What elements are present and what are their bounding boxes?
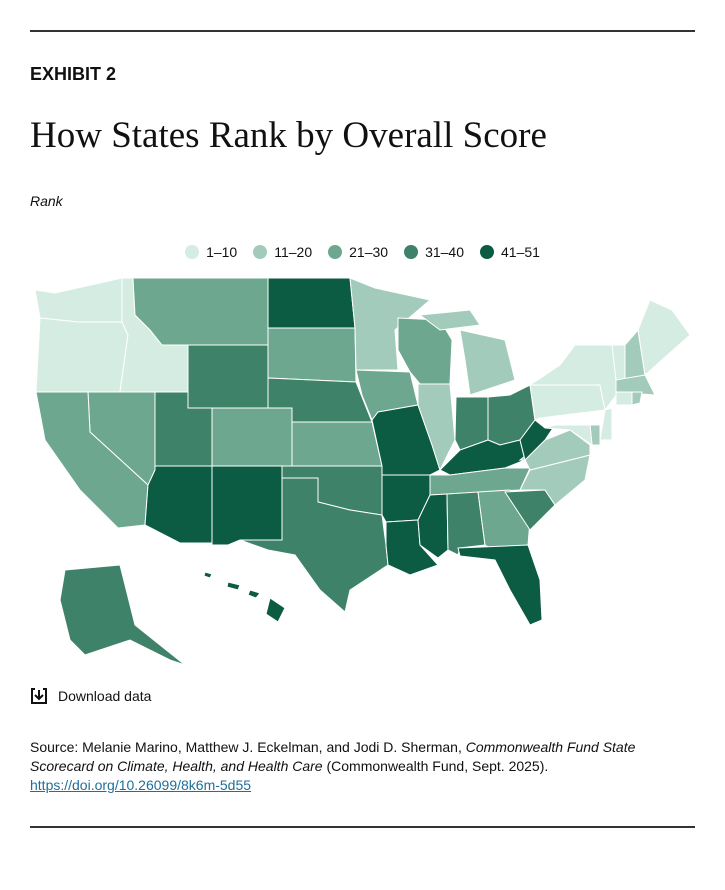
legend-item: 1–10	[185, 244, 237, 260]
state	[518, 429, 591, 471]
state	[247, 589, 261, 599]
state	[211, 465, 283, 546]
download-icon	[31, 688, 47, 704]
legend-item: 21–30	[328, 244, 388, 260]
state	[615, 374, 656, 396]
legend-swatch	[185, 245, 200, 259]
state	[529, 384, 606, 421]
state	[637, 299, 691, 376]
subtitle: Rank	[30, 193, 63, 209]
source: Source: Melanie Marino, Matthew J. Eckel…	[30, 738, 700, 795]
exhibit-label: EXHIBIT 2	[30, 64, 117, 84]
source-text: (Commonwealth Fund, Sept. 2025).	[322, 758, 549, 774]
legend-swatch	[480, 245, 494, 259]
state	[291, 421, 383, 467]
legend-label: 21–30	[349, 244, 389, 260]
legend-swatch	[328, 245, 343, 259]
legend-label: 1–10	[206, 244, 238, 260]
state	[615, 391, 633, 406]
legend-label: 41–51	[501, 244, 540, 260]
us-map	[34, 277, 691, 666]
state	[144, 465, 213, 544]
legend-label: 11–20	[274, 244, 313, 260]
state	[418, 309, 481, 331]
source-link[interactable]: https://doi.org/10.26099/8k6m-5d55	[30, 777, 252, 793]
legend-swatch	[404, 245, 419, 259]
legend-item: 11–20	[253, 244, 312, 260]
legend-item: 31–40	[404, 244, 464, 260]
title: How States Rank by Overall Score	[30, 115, 547, 156]
state	[187, 344, 269, 409]
download-button[interactable]: Download data	[30, 687, 151, 705]
state	[59, 564, 186, 666]
legend-item: 41–51	[480, 244, 540, 260]
state	[203, 571, 213, 579]
state	[631, 391, 643, 406]
legend: 1–10 11–20 21–30 31–40 41–51	[0, 244, 725, 260]
state	[267, 327, 357, 383]
state	[349, 277, 432, 371]
state	[599, 407, 613, 441]
bottom-rule	[30, 826, 695, 828]
legend-swatch	[253, 245, 268, 259]
legend-label: 31–40	[425, 244, 464, 260]
state	[35, 317, 129, 393]
source-text: Source: Melanie Marino, Matthew J. Eckel…	[30, 739, 466, 755]
top-rule	[30, 30, 695, 32]
state	[457, 544, 543, 626]
download-label: Download data	[58, 688, 152, 704]
state	[265, 597, 286, 623]
source-title: Commonwealth Fund State Scorecard on Cli…	[30, 739, 636, 774]
state	[459, 329, 516, 396]
state	[34, 277, 123, 323]
state	[239, 477, 389, 613]
state	[267, 277, 356, 329]
state	[211, 407, 293, 467]
state	[544, 424, 593, 447]
state	[226, 581, 241, 591]
